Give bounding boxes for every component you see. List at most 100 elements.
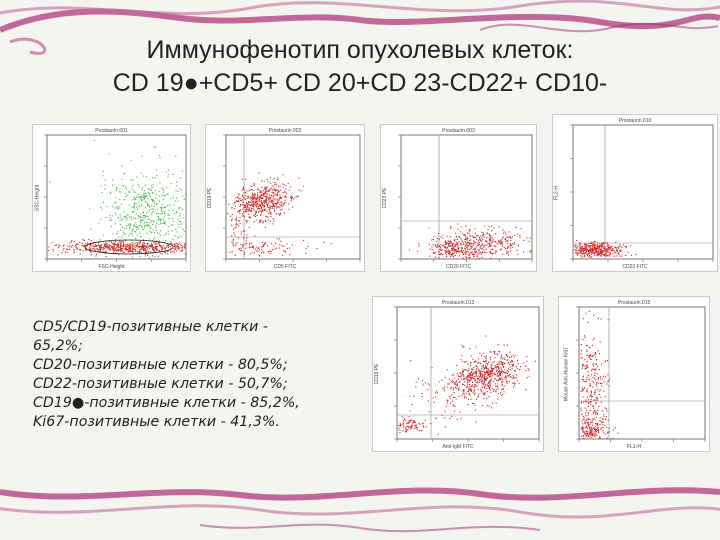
- dot: [481, 377, 483, 379]
- dot: [575, 246, 577, 248]
- dot: [480, 245, 482, 247]
- dot: [475, 375, 477, 377]
- dot: [588, 310, 590, 312]
- dot: [461, 395, 463, 397]
- dot: [180, 207, 182, 209]
- dot: [470, 239, 472, 241]
- dot: [485, 367, 487, 369]
- dot: [133, 203, 135, 205]
- dot: [517, 253, 519, 255]
- dot: [605, 248, 607, 250]
- dot: [151, 221, 153, 223]
- dot: [582, 435, 584, 437]
- dot: [447, 242, 449, 244]
- plot-y-label: FL2-H: [553, 186, 560, 200]
- dot: [278, 190, 280, 192]
- dot: [141, 203, 143, 205]
- dot: [267, 206, 269, 208]
- dot: [507, 359, 509, 361]
- dot: [438, 238, 440, 240]
- dot: [291, 197, 293, 199]
- dot: [141, 205, 143, 207]
- dot: [252, 201, 254, 203]
- dot: [154, 237, 156, 239]
- dot: [137, 184, 139, 186]
- dot: [453, 374, 455, 376]
- dot: [619, 250, 621, 252]
- dot: [134, 191, 136, 193]
- dot: [489, 238, 491, 240]
- dot: [242, 201, 244, 203]
- dot: [265, 216, 267, 218]
- dot: [152, 200, 154, 202]
- dot: [152, 247, 154, 249]
- dot: [447, 240, 449, 242]
- dot: [600, 255, 602, 257]
- dot: [496, 242, 498, 244]
- dot: [141, 247, 143, 249]
- dot: [501, 242, 503, 244]
- dot: [101, 208, 103, 210]
- dot: [517, 245, 519, 247]
- dot: [448, 251, 450, 253]
- dot: [482, 380, 484, 382]
- dot: [598, 353, 600, 355]
- dot: [496, 365, 498, 367]
- dot: [140, 172, 142, 174]
- dot: [600, 428, 602, 430]
- dot: [454, 382, 456, 384]
- dot: [260, 201, 262, 203]
- dot: [508, 364, 510, 366]
- dot: [152, 255, 154, 257]
- dot: [282, 174, 284, 176]
- dot: [604, 407, 606, 409]
- dot: [594, 244, 596, 246]
- dot: [502, 229, 504, 231]
- dot: [126, 248, 128, 250]
- dot: [594, 368, 596, 370]
- dot: [472, 254, 474, 256]
- dot: [252, 204, 254, 206]
- dot: [590, 422, 592, 424]
- dot: [145, 251, 147, 253]
- dot: [481, 382, 483, 384]
- dot: [486, 391, 488, 393]
- dot: [594, 252, 596, 254]
- dot: [120, 247, 122, 249]
- dot: [598, 405, 600, 407]
- dot: [590, 436, 592, 438]
- dot: [582, 415, 584, 417]
- dot: [596, 413, 598, 415]
- dot: [151, 220, 153, 222]
- dot: [520, 366, 522, 368]
- dot: [600, 376, 602, 378]
- dot: [281, 205, 283, 207]
- dot: [152, 229, 154, 231]
- dot: [445, 243, 447, 245]
- dot: [237, 211, 239, 213]
- dot: [69, 248, 71, 250]
- dot: [595, 423, 597, 425]
- dot: [619, 244, 621, 246]
- dot: [232, 242, 234, 244]
- dot: [153, 202, 155, 204]
- dot: [133, 206, 135, 208]
- dot: [272, 223, 274, 225]
- dot: [283, 212, 285, 214]
- dot: [472, 358, 474, 360]
- dot: [134, 204, 136, 206]
- dot: [110, 249, 112, 251]
- dot: [251, 195, 253, 197]
- dot: [117, 248, 119, 250]
- dot: [261, 249, 263, 251]
- dot: [458, 236, 460, 238]
- dot: [248, 197, 250, 199]
- dot: [159, 219, 161, 221]
- dot: [500, 357, 502, 359]
- dot: [450, 226, 452, 228]
- dot: [135, 222, 137, 224]
- dot: [622, 244, 624, 246]
- dot: [239, 198, 241, 200]
- dot: [118, 245, 120, 247]
- dot: [158, 245, 160, 247]
